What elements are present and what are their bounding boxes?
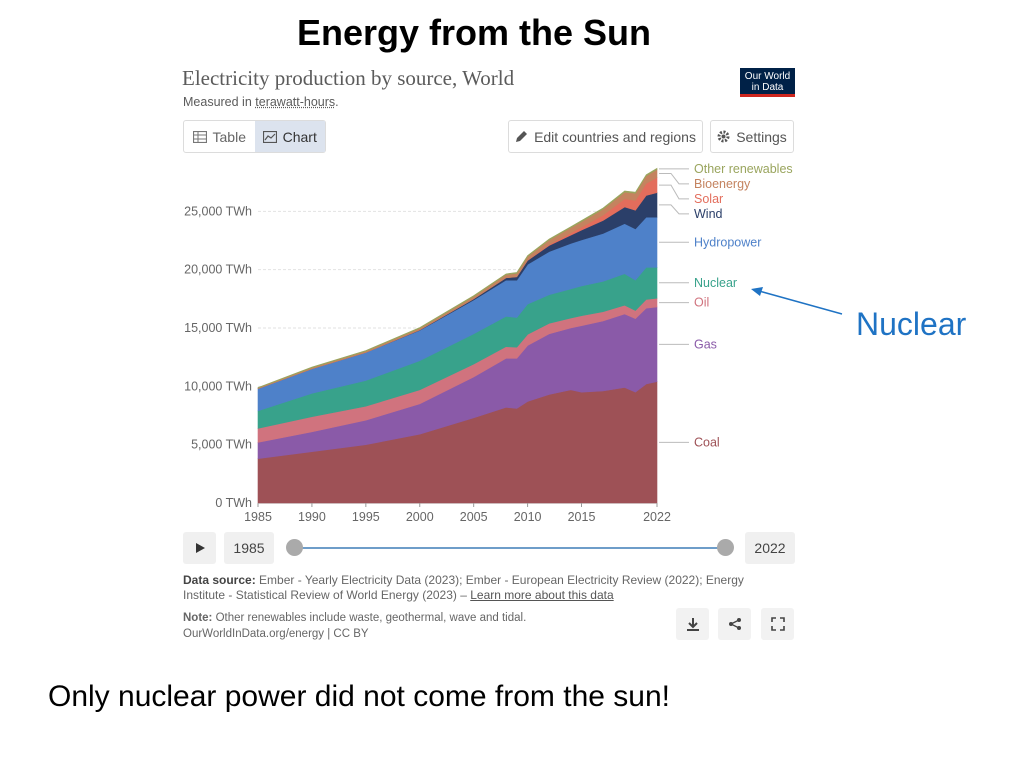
subtitle-prefix: Measured in	[183, 95, 256, 109]
legend-label[interactable]: Hydropower	[694, 235, 761, 249]
download-icon	[686, 618, 699, 631]
x-tick-label: 2000	[406, 510, 434, 524]
y-tick-label: 20,000 TWh	[184, 263, 252, 277]
play-icon	[195, 543, 205, 553]
x-tick-label: 2005	[460, 510, 488, 524]
settings-button[interactable]: Settings	[710, 120, 794, 153]
settings-label: Settings	[736, 128, 787, 145]
source-text: Ember - Yearly Electricity Data (2023); …	[183, 573, 744, 602]
slide-title: Energy from the Sun	[296, 12, 652, 53]
legend-label[interactable]: Gas	[694, 337, 717, 351]
tab-table-label: Table	[212, 128, 246, 145]
download-button[interactable]	[676, 608, 709, 640]
y-tick-label: 10,000 TWh	[184, 379, 252, 393]
data-sources: Data source: Ember - Yearly Electricity …	[183, 573, 768, 603]
bottom-caption: Only nuclear power did not come from the…	[48, 680, 670, 713]
legend-label[interactable]: Bioenergy	[694, 177, 751, 191]
fullscreen-button[interactable]	[761, 608, 794, 640]
x-tick-label: 2022	[643, 510, 671, 524]
x-tick-label: 1995	[352, 510, 380, 524]
learn-more-link[interactable]: Learn more about this data	[470, 588, 614, 602]
y-tick-label: 15,000 TWh	[184, 321, 252, 335]
y-tick-label: 0 TWh	[215, 496, 252, 510]
timeline-track[interactable]	[294, 547, 725, 549]
timeline-start-handle[interactable]	[286, 539, 303, 556]
chart-note: Note: Other renewables include waste, ge…	[183, 610, 526, 642]
legend-label[interactable]: Wind	[694, 207, 723, 221]
unit-link[interactable]: terawatt-hours	[255, 95, 336, 109]
table-icon	[192, 130, 207, 143]
edit-countries-label: Edit countries and regions	[534, 128, 696, 145]
chart-subtitle: Measured in terawatt-hours.	[183, 95, 339, 109]
y-tick-label: 25,000 TWh	[184, 204, 252, 218]
logo-line2: in Data	[751, 82, 784, 93]
legend-label[interactable]: Other renewables	[694, 162, 793, 176]
y-tick-label: 5,000 TWh	[191, 438, 252, 452]
pencil-icon	[516, 131, 528, 142]
share-icon	[728, 618, 741, 630]
view-tabs: Table Chart	[183, 120, 326, 153]
legend-leader	[659, 172, 689, 185]
subtitle-suffix: .	[335, 95, 339, 109]
play-button[interactable]	[183, 532, 216, 564]
legend-label[interactable]: Solar	[694, 192, 723, 206]
end-year[interactable]: 2022	[745, 532, 795, 564]
x-tick-label: 2015	[568, 510, 596, 524]
tab-chart-label: Chart	[282, 128, 317, 145]
note-text: Other renewables include waste, geotherm…	[212, 612, 527, 624]
nuclear-annotation: Nuclear	[856, 306, 967, 342]
axis-ticks: 0 TWh 5,000 TWh 10,000 TWh 15,000 TWh 20,000…	[184, 204, 671, 524]
area-layer	[257, 167, 658, 504]
timeline-end-handle[interactable]	[717, 539, 734, 556]
source-label: Data source:	[183, 573, 256, 587]
start-year[interactable]: 1985	[224, 532, 274, 564]
tab-chart[interactable]: Chart	[254, 121, 325, 152]
share-button[interactable]	[718, 608, 751, 640]
fullscreen-icon	[770, 617, 785, 631]
chart-title: Electricity production by source, World	[182, 66, 515, 90]
gear-icon	[717, 130, 730, 143]
area-other-renewables[interactable]	[257, 167, 658, 389]
legend-label[interactable]: Nuclear	[694, 276, 737, 290]
tab-table[interactable]: Table	[184, 121, 255, 152]
x-tick-label: 1985	[244, 510, 272, 524]
x-tick-label: 1990	[298, 510, 326, 524]
legend-leader	[659, 204, 689, 215]
logo-line1: Our World	[744, 71, 791, 82]
edit-countries-button[interactable]: Edit countries and regions	[508, 120, 703, 153]
owid-logo[interactable]: Our World in Data	[740, 68, 795, 97]
annotation-arrow	[751, 287, 843, 315]
legend-leader	[659, 184, 689, 200]
note-label: Note:	[183, 612, 213, 624]
legend-label[interactable]: Oil	[694, 296, 709, 310]
x-tick-label: 2010	[514, 510, 542, 524]
chart-icon	[262, 130, 277, 143]
legend-label[interactable]: Coal	[694, 435, 720, 449]
footer-credit: OurWorldInData.org/energy | CC BY	[183, 628, 369, 640]
